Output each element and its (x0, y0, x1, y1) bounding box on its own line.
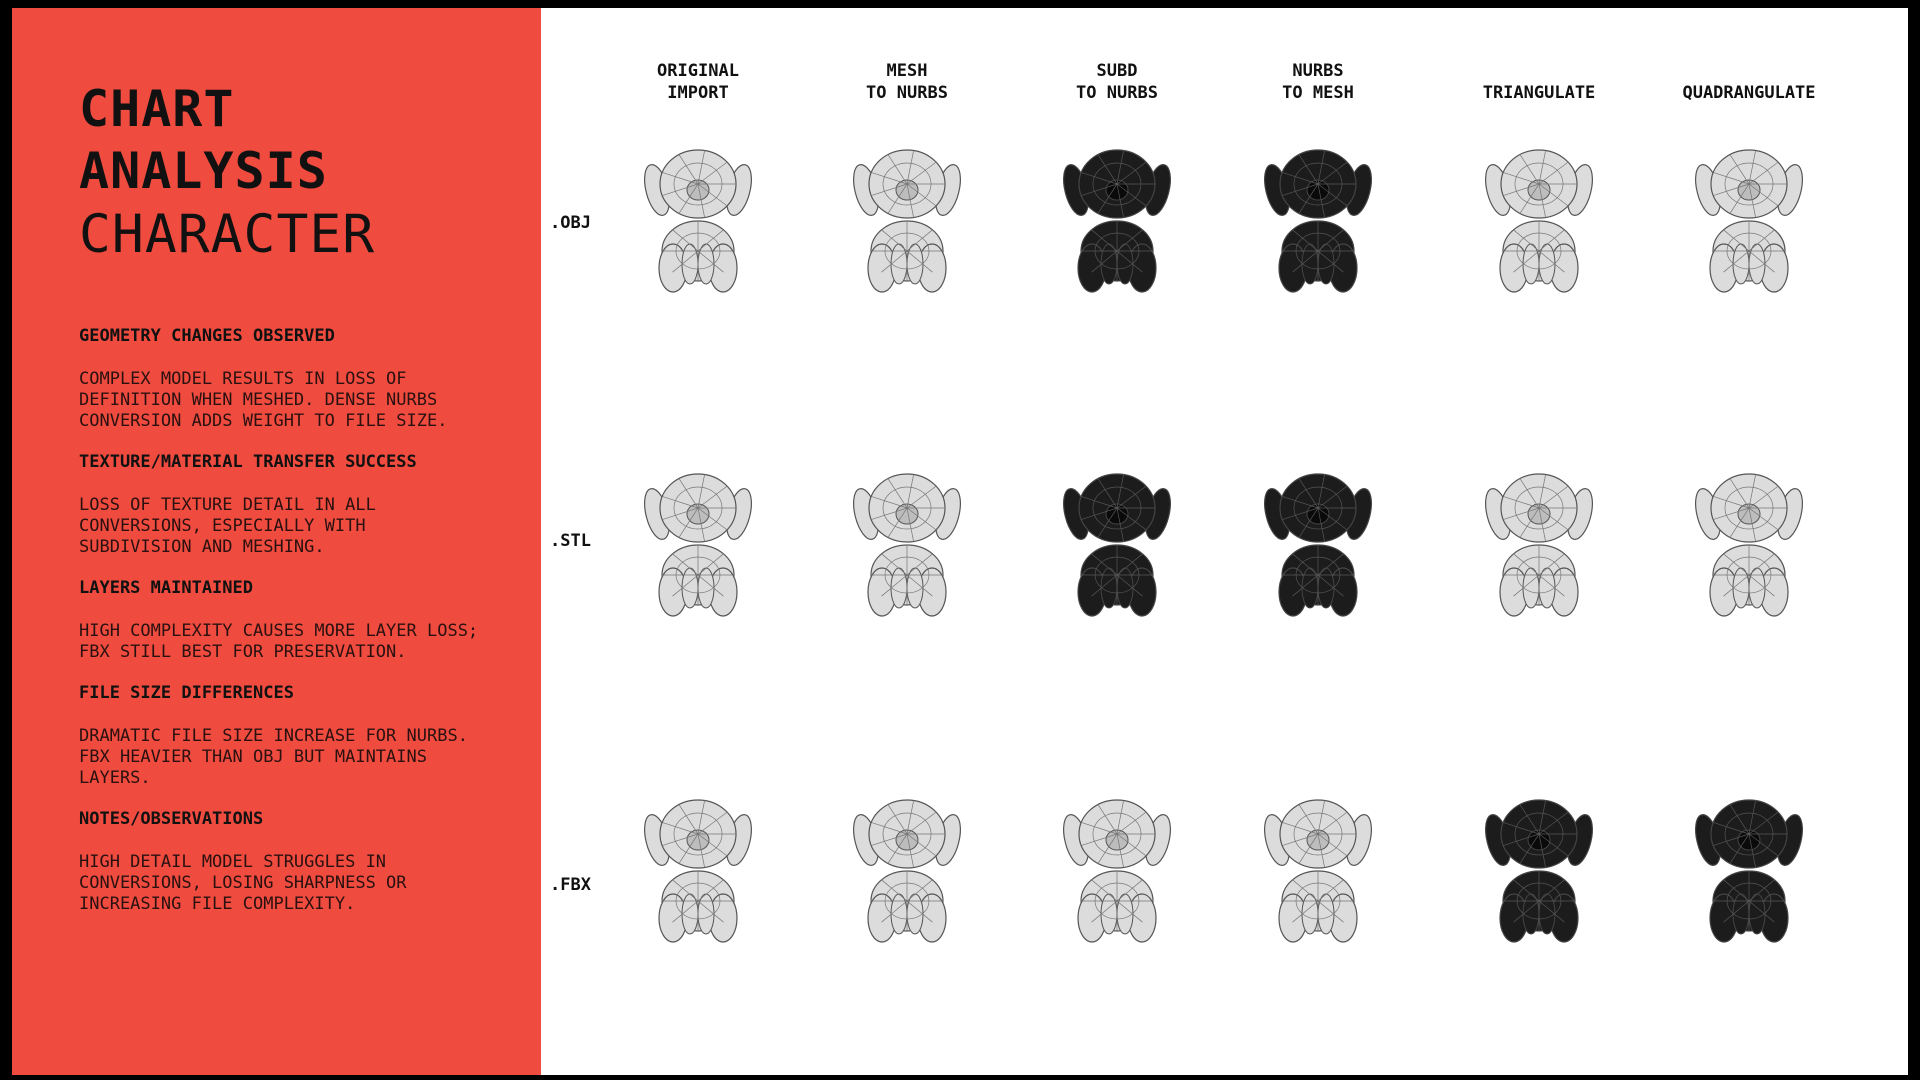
row-label-stl: .STL (550, 531, 591, 551)
column-header-nurbs-to-mesh: NURBS TO MESH (1223, 60, 1413, 104)
model-thumbnail-fbx-6 (1694, 796, 1804, 946)
wireframe-dog-character-icon (1063, 149, 1171, 293)
slide: CHART ANALYSIS CHARACTER GEOMETRY CHANGE… (12, 8, 1908, 1075)
wireframe-dog-character-icon (1485, 149, 1593, 293)
model-thumbnail-stl-2 (852, 470, 962, 620)
section-heading: TEXTURE/MATERIAL TRANSFER SUCCESS (79, 452, 417, 472)
column-header-line-2: TRIANGULATE (1482, 83, 1596, 103)
title-line-2: ANALYSIS (79, 142, 328, 200)
wireframe-dog-character-icon (1485, 799, 1593, 943)
wireframe-dog-character-icon (853, 149, 961, 293)
column-header-line-1 (1654, 60, 1844, 82)
row-label-obj: .OBJ (550, 213, 591, 233)
wireframe-dog-character-icon (644, 799, 752, 943)
model-thumbnail-obj-1 (643, 146, 753, 296)
section-heading: NOTES/OBSERVATIONS (79, 809, 264, 829)
wireframe-dog-character-icon (1264, 799, 1372, 943)
model-thumbnail-fbx-2 (852, 796, 962, 946)
model-thumbnail-obj-5 (1484, 146, 1594, 296)
section-body: DRAMATIC FILE SIZE INCREASE FOR NURBS. F… (79, 726, 468, 788)
title-line-1: CHART (79, 80, 235, 138)
wireframe-dog-character-icon (644, 149, 752, 293)
wireframe-dog-character-icon (1264, 149, 1372, 293)
model-thumbnail-fbx-4 (1263, 796, 1373, 946)
section-body: HIGH COMPLEXITY CAUSES MORE LAYER LOSS; … (79, 621, 479, 662)
model-thumbnail-stl-4 (1263, 470, 1373, 620)
section-body: COMPLEX MODEL RESULTS IN LOSS OF DEFINIT… (79, 369, 448, 431)
notes-list: GEOMETRY CHANGES OBSERVED COMPLEX MODEL … (79, 326, 479, 935)
wireframe-dog-character-icon (1264, 473, 1372, 617)
column-header-line-1: ORIGINAL (657, 61, 739, 81)
wireframe-dog-character-icon (853, 799, 961, 943)
column-header-line-1: MESH (886, 61, 928, 81)
section-heading: GEOMETRY CHANGES OBSERVED (79, 326, 335, 346)
column-header-mesh-to-nurbs: MESH TO NURBS (812, 60, 1002, 104)
wireframe-dog-character-icon (644, 473, 752, 617)
model-thumbnail-stl-3 (1062, 470, 1172, 620)
model-thumbnail-stl-1 (643, 470, 753, 620)
column-header-line-2: QUADRANGULATE (1682, 83, 1816, 103)
column-header-line-1: NURBS (1292, 61, 1344, 81)
column-header-original-import: ORIGINAL IMPORT (603, 60, 793, 104)
model-thumbnail-obj-6 (1694, 146, 1804, 296)
title-block: CHART ANALYSIS CHARACTER (79, 78, 375, 268)
section-body: LOSS OF TEXTURE DETAIL IN ALL CONVERSION… (79, 495, 376, 557)
model-thumbnail-obj-2 (852, 146, 962, 296)
row-label-fbx: .FBX (550, 875, 591, 895)
column-header-line-2: TO NURBS (866, 83, 948, 103)
subtitle: CHARACTER (79, 204, 376, 265)
model-thumbnail-fbx-5 (1484, 796, 1594, 946)
column-header-line-1 (1444, 60, 1634, 82)
column-header-quadrangulate: QUADRANGULATE (1654, 60, 1844, 104)
model-thumbnail-stl-5 (1484, 470, 1594, 620)
model-thumbnail-obj-3 (1062, 146, 1172, 296)
column-header-line-2: TO MESH (1282, 83, 1354, 103)
section-heading: LAYERS MAINTAINED (79, 578, 253, 598)
model-thumbnail-obj-4 (1263, 146, 1373, 296)
column-header-line-1: SUBD (1096, 61, 1138, 81)
wireframe-dog-character-icon (1063, 473, 1171, 617)
wireframe-dog-character-icon (853, 473, 961, 617)
wireframe-dog-character-icon (1695, 149, 1803, 293)
section-body: HIGH DETAIL MODEL STRUGGLES IN CONVERSIO… (79, 852, 407, 914)
column-header-line-2: TO NURBS (1076, 83, 1158, 103)
section-heading: FILE SIZE DIFFERENCES (79, 683, 294, 703)
sidebar: CHART ANALYSIS CHARACTER GEOMETRY CHANGE… (12, 8, 541, 1075)
model-thumbnail-fbx-3 (1062, 796, 1172, 946)
model-thumbnail-stl-6 (1694, 470, 1804, 620)
wireframe-dog-character-icon (1695, 473, 1803, 617)
wireframe-dog-character-icon (1485, 473, 1593, 617)
column-header-line-2: IMPORT (667, 83, 729, 103)
wireframe-dog-character-icon (1695, 799, 1803, 943)
column-header-subd-to-nurbs: SUBD TO NURBS (1022, 60, 1212, 104)
model-thumbnail-fbx-1 (643, 796, 753, 946)
wireframe-dog-character-icon (1063, 799, 1171, 943)
column-header-triangulate: TRIANGULATE (1444, 60, 1634, 104)
